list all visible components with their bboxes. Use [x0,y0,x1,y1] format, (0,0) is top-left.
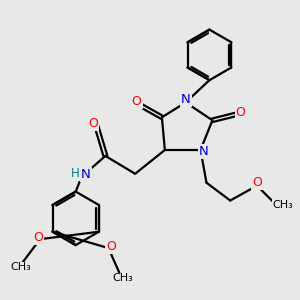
Text: H: H [71,167,80,180]
Text: N: N [81,168,91,181]
Text: O: O [132,95,142,108]
Text: N: N [199,145,208,158]
Text: O: O [252,176,262,189]
Text: CH₃: CH₃ [113,273,134,284]
Text: O: O [34,231,44,244]
Text: CH₃: CH₃ [273,200,293,210]
Text: O: O [88,117,98,130]
Text: O: O [106,240,116,253]
Text: CH₃: CH₃ [10,262,31,272]
Text: O: O [236,106,246,119]
Text: N: N [181,93,190,106]
